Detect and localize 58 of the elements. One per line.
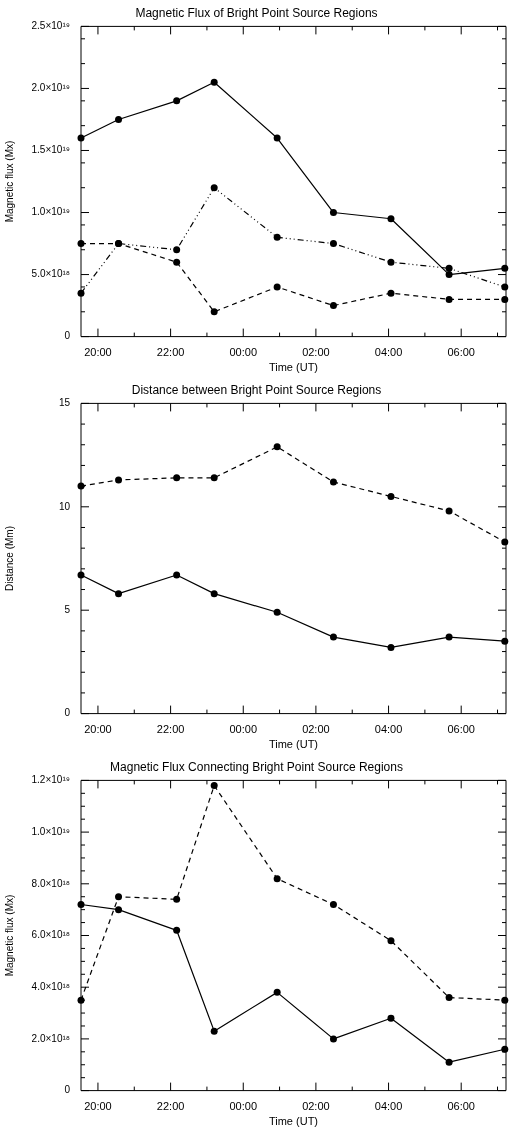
x-tick-label: 22:00 (156, 346, 185, 359)
x-tick-label: 02:00 (302, 723, 330, 736)
y-tick-label: 4.0×10¹⁸ (31, 980, 70, 992)
point (273, 443, 281, 451)
x-axis-title: Time (UT) (268, 361, 319, 374)
point (445, 633, 453, 641)
y-tick-label: 0 (64, 707, 71, 719)
chart-title: Magnetic Flux of Bright Point Source Regions (135, 5, 378, 20)
x-tick-label: 06:00 (447, 1100, 475, 1113)
point (387, 643, 395, 651)
point (273, 608, 281, 616)
x-tick-label: 02:00 (302, 346, 330, 359)
y-axis-title: Magnetic flux (Mx) (3, 140, 15, 223)
y-tick-label: 2.5×10¹⁹ (31, 20, 70, 32)
y-tick-label: 1.5×10¹⁹ (31, 144, 70, 156)
x-axis-title: Time (UT) (268, 1115, 319, 1128)
point (329, 478, 337, 486)
x-tick-label: 00:00 (229, 346, 258, 359)
x-tick-label: 04:00 (374, 346, 403, 359)
x-tick-label: 00:00 (229, 723, 258, 736)
x-axis-title: Time (UT) (268, 738, 319, 751)
y-tick-label: 0 (64, 330, 71, 342)
y-tick-label: 1.0×10¹⁹ (31, 206, 70, 218)
x-tick-label: 20:00 (84, 723, 112, 736)
y-tick-label: 0 (64, 1084, 71, 1096)
point (115, 590, 123, 598)
y-tick-label: 15 (58, 397, 71, 409)
x-tick-label: 20:00 (84, 1100, 112, 1113)
point (329, 633, 337, 641)
x-tick-label: 06:00 (447, 346, 475, 359)
y-tick-label: 2.0×10¹⁹ (31, 82, 70, 94)
y-tick-label: 5.0×10¹⁸ (31, 268, 70, 280)
y-tick-label: 6.0×10¹⁸ (31, 929, 70, 941)
point (173, 571, 181, 579)
x-tick-label: 02:00 (302, 1100, 330, 1113)
y-tick-label: 10 (58, 500, 71, 512)
point (387, 492, 395, 500)
y-axis-title: Magnetic flux (Mx) (3, 894, 15, 977)
y-tick-label: 8.0×10¹⁸ (31, 877, 70, 889)
point (173, 474, 181, 482)
x-tick-label: 00:00 (229, 1100, 258, 1113)
x-tick-label: 04:00 (374, 1100, 403, 1113)
y-axis-title: Distance (Mm) (3, 525, 15, 592)
y-tick-label: 1.2×10¹⁹ (31, 774, 70, 786)
point (445, 507, 453, 515)
point (210, 590, 218, 598)
point (115, 476, 123, 484)
y-tick-label: 1.0×10¹⁹ (31, 825, 70, 837)
y-tick-label: 2.0×10¹⁸ (31, 1032, 70, 1044)
x-tick-label: 06:00 (447, 723, 475, 736)
x-tick-label: 20:00 (84, 346, 112, 359)
x-tick-label: 22:00 (156, 723, 185, 736)
chart-title: Distance between Bright Point Source Regions (131, 382, 382, 397)
chart-title: Magnetic Flux Connecting Bright Point Source Regions (110, 759, 403, 774)
point (210, 474, 218, 482)
x-tick-label: 04:00 (374, 723, 403, 736)
x-tick-label: 22:00 (156, 1100, 185, 1113)
y-tick-label: 5 (64, 603, 71, 615)
